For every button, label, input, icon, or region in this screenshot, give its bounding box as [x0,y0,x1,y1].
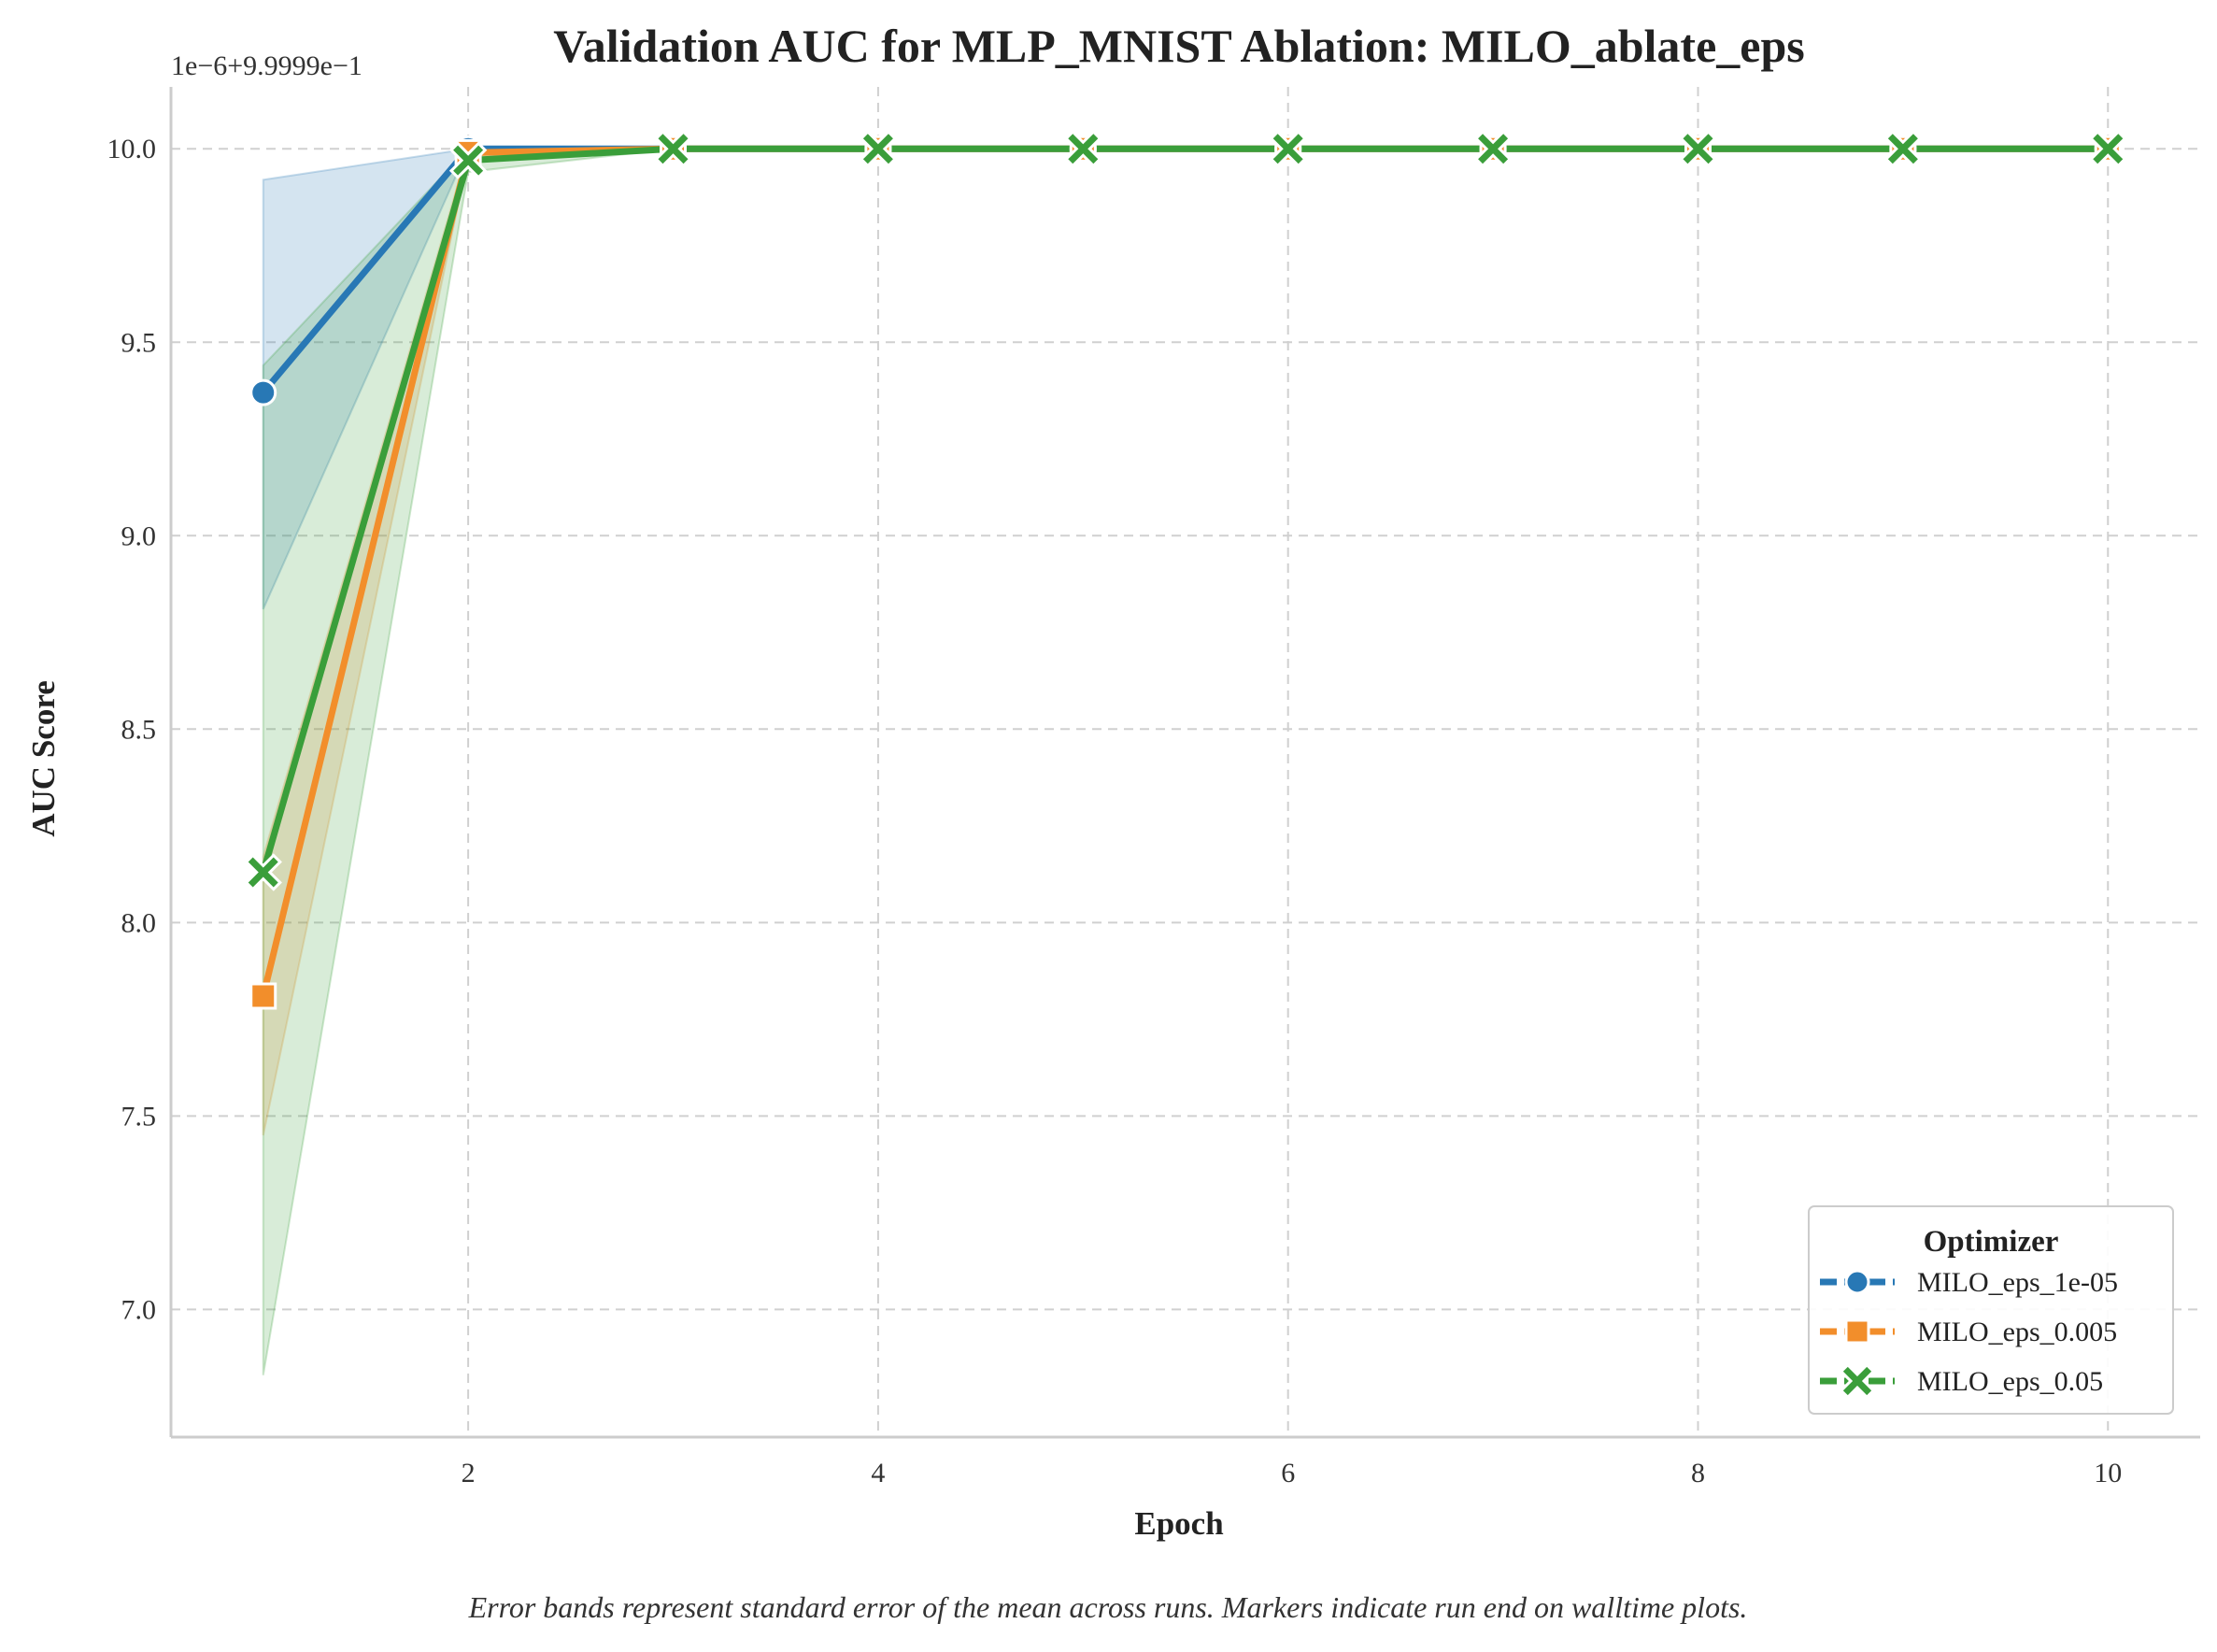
data-point-marker [1883,130,1923,168]
figure-caption: Error bands represent standard error of … [468,1590,1748,1624]
series-line [260,145,2111,396]
x-axis-label: Epoch [1134,1505,1223,1542]
legend-marker [1839,1362,1876,1400]
marker-cross [1272,134,1303,164]
marker-cross [453,145,484,176]
legend-entry: MILO_eps_1e-05 [1820,1267,2118,1298]
data-point-marker [249,378,277,406]
series-lines [260,145,2111,1000]
data-point-marker [1473,130,1513,168]
marker-cross [2093,134,2124,164]
data-point-marker [244,853,282,891]
marker-cross [1842,1366,1872,1396]
x-tick-label: 8 [1691,1458,1705,1488]
x-tick-label: 2 [462,1458,476,1488]
tick-labels: 2 4 6 8 10 7.0 7.5 8.0 8.5 9.0 9.5 10.0 [107,134,2123,1488]
legend-marker [1844,1269,1870,1295]
marker-cross [1478,134,1509,164]
marker-cross [1683,134,1713,164]
data-point-marker [448,141,488,179]
data-point-marker [654,130,692,168]
marker-cross [862,134,893,164]
chart-title: Validation AUC for MLP_MNIST Ablation: M… [553,20,1805,72]
x-tick-label: 10 [2094,1458,2122,1488]
y-tick-label: 10.0 [107,134,157,164]
y-tick-label: 7.5 [121,1101,157,1132]
legend-box [1808,1205,2174,1415]
data-point-marker [249,982,277,1010]
legend-entry: MILO_eps_0.005 [1820,1317,2117,1347]
error-band [262,148,2109,1136]
legend-label: MILO_eps_0.005 [1917,1317,2117,1347]
grid-lines [171,87,2200,1437]
y-tick-label: 7.0 [121,1294,157,1325]
x-tick-label: 4 [871,1458,885,1488]
data-point-marker [1269,130,1307,168]
marker-cross [1887,134,1918,164]
data-point-marker [859,130,898,168]
series-markers [244,130,2127,1010]
legend-marker [1844,1318,1870,1345]
marker-cross [248,857,278,888]
legend-label: MILO_eps_0.05 [1917,1366,2103,1397]
legend-title: Optimizer [1924,1225,2059,1259]
error-bands [262,148,2109,1375]
series-line [260,145,2111,1000]
error-band [262,148,2109,610]
y-axis-offset-label: 1e−6+9.9999e−1 [171,50,362,81]
y-tick-label: 8.0 [121,907,157,938]
y-tick-label: 8.5 [121,714,157,745]
data-point-marker [1679,130,1717,168]
y-tick-label: 9.0 [121,520,157,551]
error-band [262,148,2109,1375]
axes [169,87,2200,1439]
marker-cross [1068,134,1099,164]
y-tick-label: 9.5 [121,327,157,358]
marker-cross [658,134,689,164]
data-point-marker [1064,130,1102,168]
y-axis-label: AUC Score [25,680,62,837]
legend-label: MILO_eps_1e-05 [1917,1267,2118,1298]
legend-entry: MILO_eps_0.05 [1820,1362,2103,1400]
series-line [260,145,2111,876]
x-tick-label: 6 [1281,1458,1295,1488]
legend: Optimizer MILO_eps_1e-05 MILO_eps_0.005 MIL… [1808,1205,2174,1415]
data-point-marker [2089,130,2127,168]
